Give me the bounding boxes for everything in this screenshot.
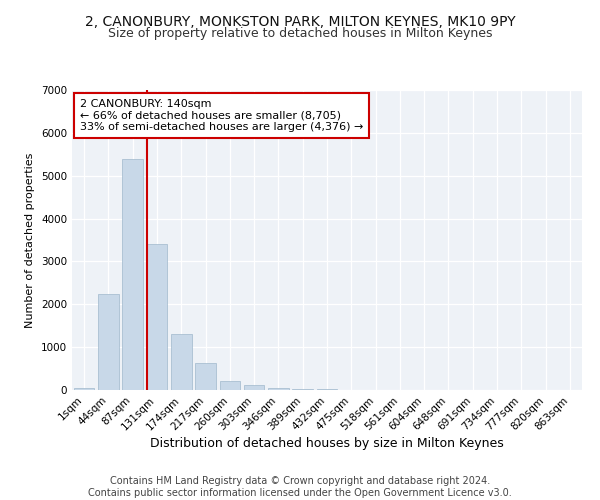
Bar [220, 382, 240, 390]
Bar [146, 244, 167, 390]
Bar [292, 389, 313, 390]
Text: 2, CANONBURY, MONKSTON PARK, MILTON KEYNES, MK10 9PY: 2, CANONBURY, MONKSTON PARK, MILTON KEYN… [85, 15, 515, 29]
X-axis label: Distribution of detached houses by size in Milton Keynes: Distribution of detached houses by size … [150, 438, 504, 450]
Bar [171, 334, 191, 390]
Bar [195, 363, 216, 390]
Bar [244, 385, 265, 390]
Bar [122, 158, 143, 390]
Text: 2 CANONBURY: 140sqm
← 66% of detached houses are smaller (8,705)
33% of semi-det: 2 CANONBURY: 140sqm ← 66% of detached ho… [80, 99, 363, 132]
Y-axis label: Number of detached properties: Number of detached properties [25, 152, 35, 328]
Text: Size of property relative to detached houses in Milton Keynes: Size of property relative to detached ho… [108, 28, 492, 40]
Bar [98, 294, 119, 390]
Text: Contains HM Land Registry data © Crown copyright and database right 2024.
Contai: Contains HM Land Registry data © Crown c… [88, 476, 512, 498]
Bar [268, 388, 289, 390]
Bar [74, 388, 94, 390]
